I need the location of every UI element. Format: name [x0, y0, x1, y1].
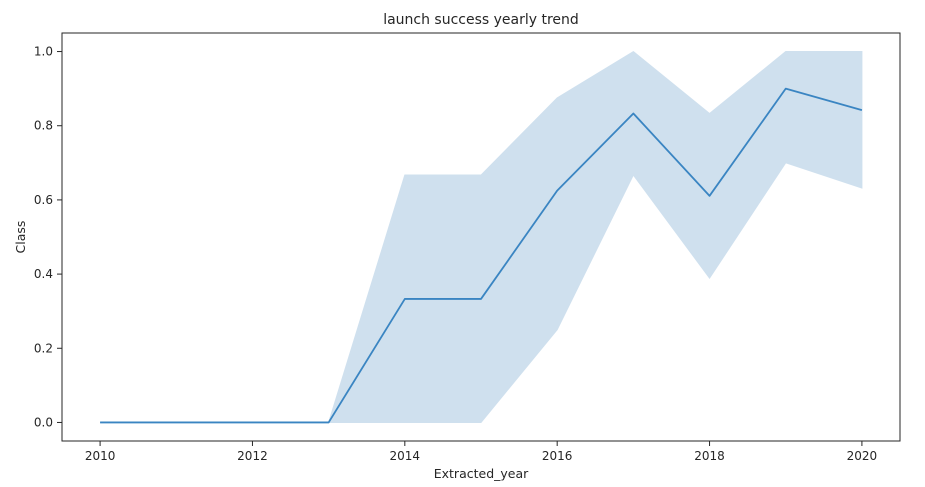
x-tick-label: 2010 — [85, 449, 116, 463]
axes-frame — [61, 32, 901, 442]
x-tick-label: 2014 — [390, 449, 421, 463]
x-tick-label: 2016 — [542, 449, 573, 463]
y-tick-label: 0.0 — [34, 415, 53, 429]
y-tick-label: 0.2 — [34, 341, 53, 355]
x-tick-label: 2012 — [237, 449, 268, 463]
y-tick-label: 0.4 — [34, 267, 53, 281]
x-axis: 2010 2012 2014 2016 2018 2020 — [85, 441, 877, 463]
plot-area — [99, 50, 863, 424]
y-tick-label: 0.8 — [34, 119, 53, 133]
chart-title: launch success yearly trend — [383, 12, 579, 28]
y-tick-label: 1.0 — [34, 45, 53, 59]
series-line — [100, 87, 863, 424]
y-axis-label: Class — [13, 221, 28, 254]
y-tick-label: 0.6 — [34, 193, 53, 207]
x-tick-label: 2018 — [694, 449, 725, 463]
confidence-band — [100, 50, 863, 423]
x-axis-label: Extracted_year — [434, 466, 529, 481]
y-axis: 0.0 0.2 0.4 0.6 0.8 1.0 — [34, 45, 62, 429]
x-tick-label: 2020 — [847, 449, 878, 463]
